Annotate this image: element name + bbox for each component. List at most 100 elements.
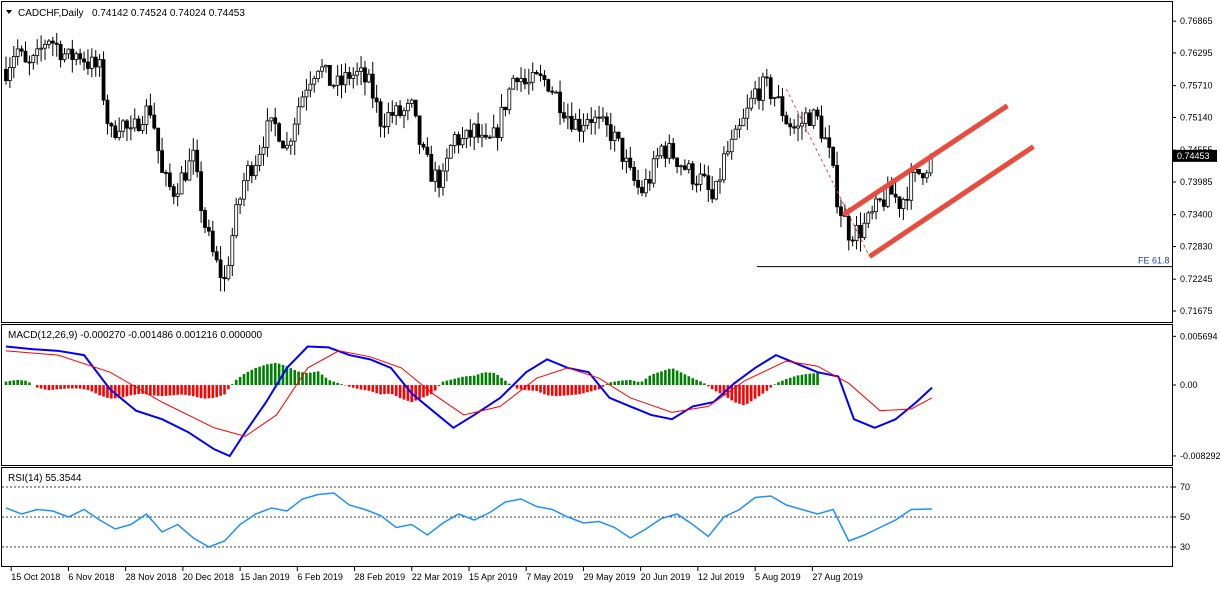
macd-hist-bar-pos	[664, 370, 667, 385]
candle-bear	[196, 150, 199, 171]
candle-bear	[906, 199, 909, 200]
x-tick-label: 29 May 2019	[583, 572, 635, 582]
macd-hist-bar-pos	[625, 380, 628, 385]
candle-bull	[902, 199, 905, 208]
macd-hist-bar-pos	[789, 378, 792, 385]
candle-bull	[679, 166, 682, 167]
macd-hist-bar-neg	[176, 385, 179, 395]
fe-level-label: FE 61.8	[1138, 256, 1170, 266]
macd-hist-bar-neg	[67, 385, 70, 388]
price-tick-label: 0.73400	[1180, 210, 1213, 220]
candle-bull	[122, 121, 125, 131]
macd-hist-bar-neg	[391, 385, 394, 394]
candle-bull	[332, 85, 335, 86]
candle-bear	[551, 91, 554, 92]
candle-bear	[578, 119, 581, 131]
macd-hist-bar-neg	[87, 385, 90, 390]
macd-hist-bar-neg	[52, 385, 55, 390]
macd-hist-bar-pos	[5, 382, 8, 385]
candle-bear	[917, 169, 920, 173]
candle-bear	[137, 119, 140, 131]
candle-bull	[824, 138, 827, 139]
candle-bear	[28, 62, 31, 63]
macd-hist-bar-pos	[773, 384, 776, 385]
candle-bull	[699, 174, 702, 184]
candle-bull	[761, 77, 764, 100]
macd-hist-bar-neg	[434, 385, 437, 391]
candle-bear	[808, 113, 811, 126]
candle-bear	[703, 174, 706, 176]
macd-hist-bar-neg	[399, 385, 402, 398]
candle-bear	[562, 113, 565, 118]
macd-hist-bar-pos	[816, 373, 819, 385]
macd-hist-bar-neg	[98, 385, 101, 395]
candle-bull	[258, 154, 261, 165]
macd-hist-bar-neg	[590, 385, 593, 391]
candle-bull	[500, 107, 503, 137]
candle-bull	[660, 146, 663, 156]
price-tick-label: 0.75140	[1180, 112, 1213, 122]
candle-bull	[402, 111, 405, 116]
candle-bull	[434, 170, 437, 181]
candle-bear	[106, 100, 109, 123]
macd-hist-bar-neg	[161, 385, 164, 396]
candle-bull	[16, 49, 19, 57]
symbol-label: CADCHF,Daily	[18, 8, 84, 19]
candle-bull	[465, 130, 468, 138]
macd-hist-bar-neg	[36, 385, 39, 388]
candle-bull	[387, 113, 390, 127]
macd-hist-bar-neg	[180, 385, 183, 395]
macd-hist-bar-pos	[270, 364, 273, 385]
candle-bear	[535, 72, 538, 73]
macd-hist-bar-neg	[192, 385, 195, 396]
macd-hist-bar-neg	[555, 385, 558, 396]
macd-hist-bar-pos	[13, 380, 16, 385]
candle-bull	[317, 71, 320, 78]
macd-hist-bar-pos	[687, 376, 690, 385]
candle-bear	[882, 200, 885, 206]
macd-hist-bar-neg	[551, 385, 554, 396]
x-tick-label: 20 Dec 2018	[183, 572, 234, 582]
x-tick-label: 22 Mar 2019	[412, 572, 463, 582]
rsi-title: RSI(14) 55.3544	[8, 473, 82, 484]
macd-hist-bar-neg	[157, 385, 160, 396]
macd-hist-bar-neg	[586, 385, 589, 392]
candle-bull	[395, 106, 398, 116]
macd-hist-bar-neg	[368, 385, 371, 391]
macd-hist-bar-pos	[473, 376, 476, 385]
macd-title: MACD(12,26,9) -0.000270 -0.001486 0.0012…	[8, 330, 263, 341]
candle-bear	[598, 117, 601, 118]
macd-hist-bar-pos	[340, 384, 343, 385]
x-tick-label: 28 Nov 2018	[126, 572, 177, 582]
macd-hist-bar-neg	[738, 385, 741, 404]
candle-bull	[773, 97, 776, 98]
candle-bull	[574, 119, 577, 129]
macd-hist-bar-pos	[469, 376, 472, 385]
candle-bear	[110, 123, 113, 125]
candle-bear	[219, 260, 222, 278]
macd-hist-bar-neg	[535, 385, 538, 391]
macd-hist-bar-neg	[196, 385, 199, 397]
macd-hist-bar-neg	[141, 385, 144, 394]
candle-bull	[8, 68, 11, 81]
candle-bear	[609, 125, 612, 141]
candle-bull	[141, 125, 144, 131]
macd-hist-bar-neg	[547, 385, 550, 395]
macd-hist-bar-pos	[793, 376, 796, 385]
candle-bull	[800, 123, 803, 126]
macd-hist-bar-pos	[336, 383, 339, 385]
macd-hist-bar-pos	[492, 373, 495, 385]
candle-bull	[520, 79, 523, 82]
macd-hist-bar-neg	[188, 385, 191, 395]
macd-hist-bar-neg	[102, 385, 105, 397]
x-tick-label: 12 Jul 2019	[698, 572, 745, 582]
candle-bear	[102, 60, 105, 101]
macd-hist-bar-pos	[703, 383, 706, 385]
x-tick-label: 6 Nov 2018	[68, 572, 114, 582]
macd-hist-bar-pos	[617, 381, 620, 385]
candle-bull	[227, 265, 230, 278]
candle-bull	[285, 145, 288, 148]
macd-hist-bar-pos	[313, 372, 316, 385]
candle-bull	[855, 225, 858, 240]
candle-bear	[422, 144, 425, 147]
